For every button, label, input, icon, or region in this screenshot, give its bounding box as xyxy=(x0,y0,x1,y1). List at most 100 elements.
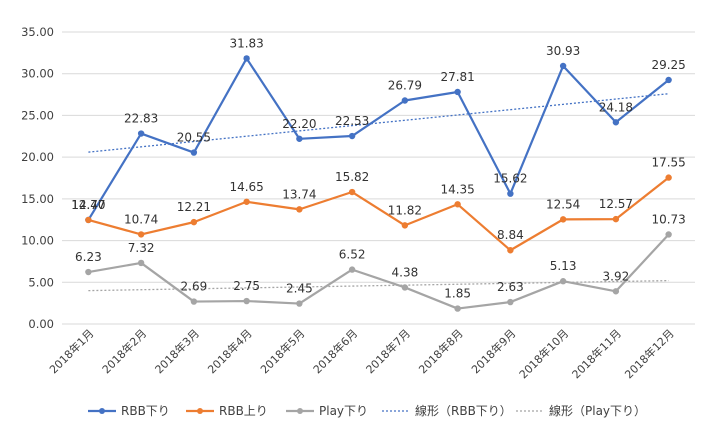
data-point xyxy=(190,218,198,226)
legend-label: Play下り xyxy=(319,404,368,418)
x-tick-label: 2018年8月 xyxy=(416,326,466,376)
data-point xyxy=(559,62,567,70)
legend-label: 線形（RBB下り） xyxy=(415,403,512,418)
x-tick-label: 2018年1月 xyxy=(46,326,96,376)
data-label: 27.81 xyxy=(440,70,474,84)
data-label: 10.73 xyxy=(651,212,685,226)
data-point xyxy=(665,231,672,238)
data-point xyxy=(243,198,250,205)
data-point xyxy=(559,216,567,223)
series-line xyxy=(88,233,670,310)
legend-label: RBB下り xyxy=(121,404,170,418)
y-tick-label: 25.00 xyxy=(21,108,54,122)
data-label: 22.83 xyxy=(124,112,158,126)
legend: RBB下り RBB上り Play下り 線形（RBB下り） 線形（Play下り） xyxy=(88,403,646,418)
data-point xyxy=(665,174,672,181)
data-point xyxy=(559,278,567,285)
data-point xyxy=(612,119,620,126)
x-tick-label: 2018年7月 xyxy=(363,326,413,376)
y-axis-ticks: 0.00 5.00 10.00 15.00 20.00 25.00 30.00 35.00 xyxy=(21,25,54,331)
data-point xyxy=(612,288,620,295)
data-label: 7.32 xyxy=(128,241,155,255)
series-line xyxy=(88,176,670,252)
data-label: 14.35 xyxy=(440,182,474,196)
x-tick-label: 2018年6月 xyxy=(310,326,360,376)
data-label: 2.45 xyxy=(286,282,313,296)
data-label: 15.82 xyxy=(335,170,369,184)
x-tick-label: 2018年2月 xyxy=(99,326,149,376)
data-label: 14.65 xyxy=(229,180,263,194)
data-label: 6.52 xyxy=(339,248,366,262)
data-point xyxy=(507,190,514,197)
data-point xyxy=(190,298,198,305)
y-tick-label: 5.00 xyxy=(28,275,54,289)
data-label: 5.13 xyxy=(550,259,577,273)
x-tick-label: 2018年9月 xyxy=(468,326,518,376)
legend-label: 線形（Play下り） xyxy=(549,403,646,418)
data-point xyxy=(507,247,514,254)
x-axis-ticks: 2018年1月 2018年2月 2018年3月 2018年4月 2018年5月 2018年… xyxy=(46,326,676,381)
data-point xyxy=(507,298,514,306)
data-label: 26.79 xyxy=(388,78,422,92)
data-label: 2.69 xyxy=(181,280,208,294)
data-point xyxy=(85,268,92,276)
data-label: 17.55 xyxy=(651,156,685,170)
x-tick-label: 2018年12月 xyxy=(622,326,677,381)
data-label: 8.84 xyxy=(497,228,524,242)
y-tick-label: 30.00 xyxy=(21,67,54,81)
data-point xyxy=(243,55,250,62)
data-label: 14.70 xyxy=(71,198,105,212)
series-lines xyxy=(85,55,672,312)
trendline xyxy=(88,279,669,292)
data-label: 12.47 xyxy=(71,198,105,212)
data-point xyxy=(85,216,92,224)
data-point xyxy=(401,284,409,291)
data-point xyxy=(665,76,672,84)
x-tick-label: 2018年5月 xyxy=(257,326,307,376)
data-point xyxy=(296,135,303,142)
data-label: 4.38 xyxy=(392,265,419,279)
data-label: 11.82 xyxy=(388,203,422,217)
y-tick-label: 15.00 xyxy=(21,192,54,206)
data-label: 3.92 xyxy=(603,269,630,283)
data-label: 12.57 xyxy=(599,197,633,211)
data-label: 24.18 xyxy=(599,100,633,114)
data-point xyxy=(454,88,461,96)
data-point xyxy=(296,300,303,307)
data-label: 2.75 xyxy=(233,279,260,293)
data-point xyxy=(137,231,145,238)
x-tick-label: 2018年10月 xyxy=(516,326,571,381)
data-label: 12.21 xyxy=(177,200,211,214)
data-point xyxy=(348,266,356,273)
data-label: 22.20 xyxy=(282,117,316,131)
data-point xyxy=(401,222,409,229)
data-label: 29.25 xyxy=(651,58,685,72)
trendline xyxy=(88,93,669,153)
legend-label: RBB上り xyxy=(219,404,268,418)
x-tick-label: 2018年11月 xyxy=(569,326,624,381)
data-point xyxy=(401,97,409,104)
data-label: 15.62 xyxy=(493,172,527,186)
x-tick-label: 2018年3月 xyxy=(152,326,202,376)
data-label: 22.53 xyxy=(335,114,369,128)
data-point xyxy=(296,206,303,213)
data-point xyxy=(243,297,250,305)
data-label: 30.93 xyxy=(546,44,580,58)
data-point xyxy=(454,201,461,208)
y-tick-label: 0.00 xyxy=(28,317,54,331)
data-label: 31.83 xyxy=(229,36,263,50)
y-tick-label: 20.00 xyxy=(21,150,54,164)
data-label: 12.54 xyxy=(546,197,580,211)
data-labels: 14.70 22.83 20.55 31.83 22.20 22.53 26.79 27.81… xyxy=(71,36,686,300)
data-label: 2.63 xyxy=(497,280,524,294)
data-point xyxy=(137,130,145,137)
data-point xyxy=(348,132,356,140)
y-tick-label: 35.00 xyxy=(21,25,54,39)
y-tick-label: 10.00 xyxy=(21,234,54,248)
data-point xyxy=(137,259,145,267)
trendlines xyxy=(88,93,669,292)
data-point xyxy=(454,305,461,312)
legend-marker xyxy=(197,408,203,414)
